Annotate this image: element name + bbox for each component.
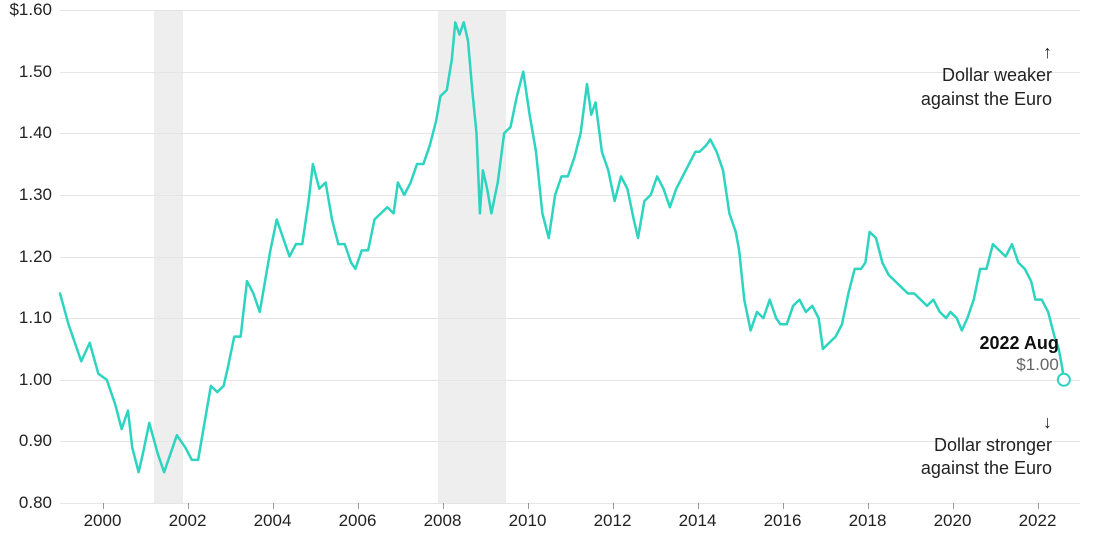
x-tick bbox=[103, 503, 104, 509]
eur-usd-chart: 0.80 0.90 1.00 1.10 1.20 1.30 1.40 1.50 $1.60 200… bbox=[0, 0, 1110, 543]
x-tick bbox=[273, 503, 274, 509]
y-tick-label: 1.50 bbox=[19, 62, 52, 82]
x-tick-label: 2012 bbox=[594, 511, 632, 531]
x-tick-label: 2018 bbox=[849, 511, 887, 531]
x-tick-label: 2002 bbox=[169, 511, 207, 531]
gridline bbox=[60, 503, 1080, 504]
arrow-down-icon: ↓ bbox=[921, 411, 1052, 434]
annotation-line: Dollar stronger bbox=[921, 434, 1052, 457]
x-tick-label: 2010 bbox=[509, 511, 547, 531]
y-tick-label: 0.90 bbox=[19, 431, 52, 451]
x-tick bbox=[698, 503, 699, 509]
y-tick-label: 1.00 bbox=[19, 370, 52, 390]
latest-callout: 2022 Aug$1.00 bbox=[964, 332, 1059, 376]
x-tick bbox=[443, 503, 444, 509]
y-tick-label: 1.40 bbox=[19, 123, 52, 143]
x-tick bbox=[613, 503, 614, 509]
x-tick bbox=[1038, 503, 1039, 509]
y-tick-label: 1.10 bbox=[19, 308, 52, 328]
y-tick-label: 1.30 bbox=[19, 185, 52, 205]
callout-value: $1.00 bbox=[964, 354, 1059, 375]
annotation-dollar-weaker: ↑Dollar weakeragainst the Euro bbox=[921, 41, 1052, 111]
x-tick bbox=[953, 503, 954, 509]
x-tick-label: 2006 bbox=[339, 511, 377, 531]
end-marker bbox=[1058, 374, 1070, 386]
arrow-up-icon: ↑ bbox=[921, 41, 1052, 64]
x-tick-label: 2022 bbox=[1019, 511, 1057, 531]
annotation-line: against the Euro bbox=[921, 457, 1052, 480]
x-tick-label: 2020 bbox=[934, 511, 972, 531]
x-tick-label: 2016 bbox=[764, 511, 802, 531]
x-tick bbox=[358, 503, 359, 509]
callout-date: 2022 Aug bbox=[964, 332, 1059, 355]
annotation-line: Dollar weaker bbox=[921, 64, 1052, 87]
plot-area: 0.800.901.001.101.201.301.401.50$1.60200… bbox=[60, 10, 1080, 503]
x-tick-label: 2004 bbox=[254, 511, 292, 531]
y-tick-label: 0.80 bbox=[19, 493, 52, 513]
x-tick bbox=[188, 503, 189, 509]
y-tick-label: $1.60 bbox=[9, 0, 52, 20]
y-tick-label: 1.20 bbox=[19, 247, 52, 267]
x-tick-label: 2000 bbox=[84, 511, 122, 531]
annotation-line: against the Euro bbox=[921, 88, 1052, 111]
x-tick-label: 2008 bbox=[424, 511, 462, 531]
x-tick-label: 2014 bbox=[679, 511, 717, 531]
annotation-dollar-stronger: ↓Dollar strongeragainst the Euro bbox=[921, 411, 1052, 481]
x-tick bbox=[868, 503, 869, 509]
x-tick bbox=[783, 503, 784, 509]
x-tick bbox=[528, 503, 529, 509]
